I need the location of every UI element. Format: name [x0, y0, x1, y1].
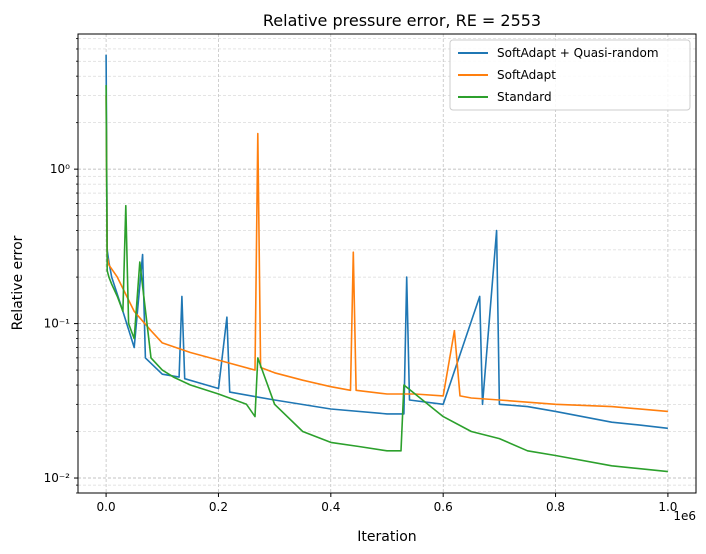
chart-title: Relative pressure error, RE = 2553 — [263, 11, 541, 30]
series-line-2 — [105, 85, 668, 473]
legend-label-0: SoftAdapt + Quasi-random — [497, 46, 659, 60]
series-line-0 — [105, 54, 668, 430]
series-layer — [105, 54, 668, 473]
x-tick-label: 0.2 — [209, 500, 228, 514]
series-line-1 — [105, 95, 668, 413]
y-tick-label: 10⁻¹ — [44, 317, 71, 331]
legend-label-1: SoftAdapt — [497, 68, 556, 82]
y-tick-label: 10⁻² — [44, 471, 71, 485]
x-tick-label: 0.4 — [321, 500, 340, 514]
x-axis-title: Iteration — [357, 529, 416, 545]
legend: SoftAdapt + Quasi-random SoftAdapt Stand… — [449, 39, 691, 111]
x-scale-label: 1e6 — [673, 509, 696, 523]
legend-box — [449, 39, 691, 111]
plot-frame — [77, 33, 697, 494]
y-axis-title: Relative error — [10, 235, 26, 330]
x-axis: 0.0 0.2 0.4 0.6 0.8 1.0 — [97, 493, 677, 514]
x-tick-label: 0.6 — [434, 500, 453, 514]
x-tick-label: 1.0 — [658, 500, 677, 514]
y-axis: 10⁻² 10⁻¹ 10⁰ — [44, 38, 78, 494]
x-tick-label: 0.0 — [97, 500, 116, 514]
legend-label-2: Standard — [497, 90, 552, 104]
x-tick-label: 0.8 — [546, 500, 565, 514]
y-tick-label: 10⁰ — [50, 162, 70, 176]
